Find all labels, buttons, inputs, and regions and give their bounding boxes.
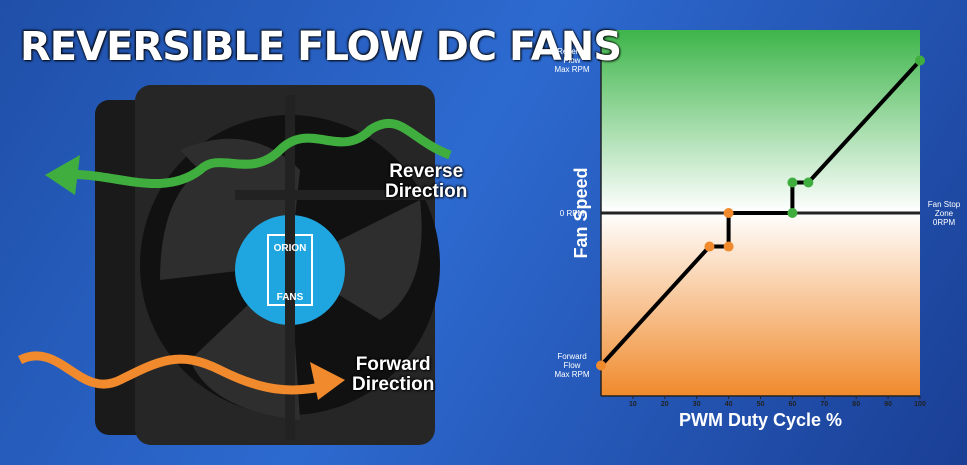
x-tick-label: 10 [629,401,637,408]
x-tick-label: 100 [914,401,926,408]
point [723,241,734,252]
y-tick-label: Reverse Flow Max RPM [554,47,590,74]
fan [17,85,452,445]
x-tick-label: 40 [725,401,733,408]
y-tick-label: Forward Flow Max RPM [554,352,590,379]
point [915,55,925,66]
reverse-label: Reverse Direction [385,161,468,202]
x-tick-label: 30 [693,401,701,408]
annotation: Fan Stop Zone 0RPM [927,199,961,227]
x-tick-label: 20 [661,401,669,408]
point [704,241,715,252]
plot: 10 20 30 40 50 60 70 80 90 100 [596,30,926,408]
x-tick-label: 60 [789,401,797,408]
x-tick-label: 90 [884,401,892,408]
point [596,360,606,371]
y-axis-title: Fan Speed [571,167,591,259]
reverse-zone [601,30,920,212]
y-tick-label: 0 RPM [559,208,585,218]
x-tick-label: 50 [757,401,765,408]
forward-label: Forward Direction [352,354,435,395]
x-tick-label: 70 [820,401,828,408]
point [723,208,734,218]
point [787,208,798,218]
title: REVERSIBLE FLOW DC FANS [20,24,622,70]
x-tick-label: 80 [852,401,860,408]
x-axis-title: PWM Duty Cycle % [678,410,843,430]
point [803,177,814,188]
forward-zone [601,212,920,396]
point [787,177,798,188]
logo-top: ORION [273,243,307,254]
logo-bottom: FANS [276,292,304,303]
